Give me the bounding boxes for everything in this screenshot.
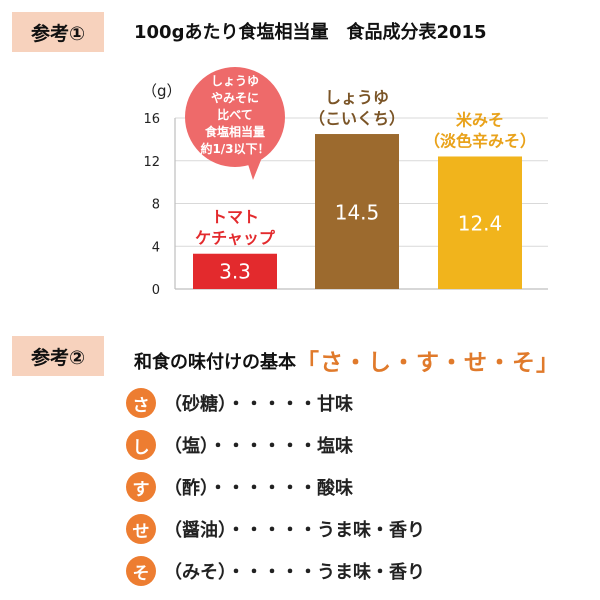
y-tick-label: 12 <box>143 155 160 170</box>
title-highlight: 「さ・し・す・せ・そ」 <box>296 350 560 376</box>
seasoning-description: （みそ）・・・・・うま味・香り <box>164 562 425 583</box>
bar-category-label: トマト <box>211 208 259 227</box>
chart-title: 100gあたり食塩相当量 食品成分表2015 <box>134 22 487 43</box>
annotation-text: 比べて <box>217 107 253 122</box>
seasoning-description: （砂糖）・・・・・甘味 <box>164 394 353 415</box>
bar-category-label: しょうゆ <box>325 88 389 107</box>
seasoning-char-badge: さ <box>126 388 156 418</box>
bar-value-label: 3.3 <box>219 259 251 283</box>
y-tick-label: 16 <box>143 112 160 127</box>
seasoning-row: せ （醤油）・・・・・うま味・香り <box>126 512 425 546</box>
seasoning-char-badge: す <box>126 472 156 502</box>
annotation-text: 食塩相当量 <box>204 124 265 139</box>
bar-category-label: （こいくち） <box>309 109 405 128</box>
bar-category-label: ケチャップ <box>195 229 276 248</box>
bar <box>438 156 522 289</box>
bar-category-label: 米みそ <box>456 110 504 129</box>
seasoning-char-badge: せ <box>126 514 156 544</box>
y-tick-label: 0 <box>152 283 160 298</box>
section1-tag: 参考① <box>12 12 104 52</box>
seasoning-description: （酢）・・・・・・酸味 <box>164 478 353 499</box>
section2-title: 和食の味付けの基本「さ・し・す・せ・そ」 <box>134 343 560 377</box>
annotation-text: しょうゆ <box>211 74 259 88</box>
bar <box>315 134 399 289</box>
bar-value-label: 14.5 <box>335 201 380 225</box>
seasoning-row: す （酢）・・・・・・酸味 <box>126 470 353 504</box>
title-prefix: 和食の味付けの基本 <box>134 352 296 373</box>
bar <box>193 253 277 289</box>
seasoning-description: （塩）・・・・・・塩味 <box>164 436 353 457</box>
annotation-text: やみそに <box>211 91 259 105</box>
seasoning-description: （醤油）・・・・・うま味・香り <box>164 520 425 541</box>
annotation-text: 約1/3以下！ <box>200 141 269 156</box>
bar-value-label: 12.4 <box>458 212 503 236</box>
seasoning-row: そ （みそ）・・・・・うま味・香り <box>126 554 425 588</box>
seasoning-row: さ （砂糖）・・・・・甘味 <box>126 386 353 420</box>
y-tick-label: 4 <box>152 240 160 255</box>
seasoning-char-badge: そ <box>126 556 156 586</box>
annotation-bubble-tail <box>247 155 263 180</box>
bar-category-label: （淡色辛みそ） <box>424 131 536 150</box>
seasoning-row: し （塩）・・・・・・塩味 <box>126 428 353 462</box>
annotation-bubble <box>185 67 285 167</box>
y-unit-label: （g） <box>142 82 182 100</box>
y-tick-label: 8 <box>152 198 160 213</box>
seasoning-char-badge: し <box>126 430 156 460</box>
section2-tag: 参考② <box>12 336 104 376</box>
